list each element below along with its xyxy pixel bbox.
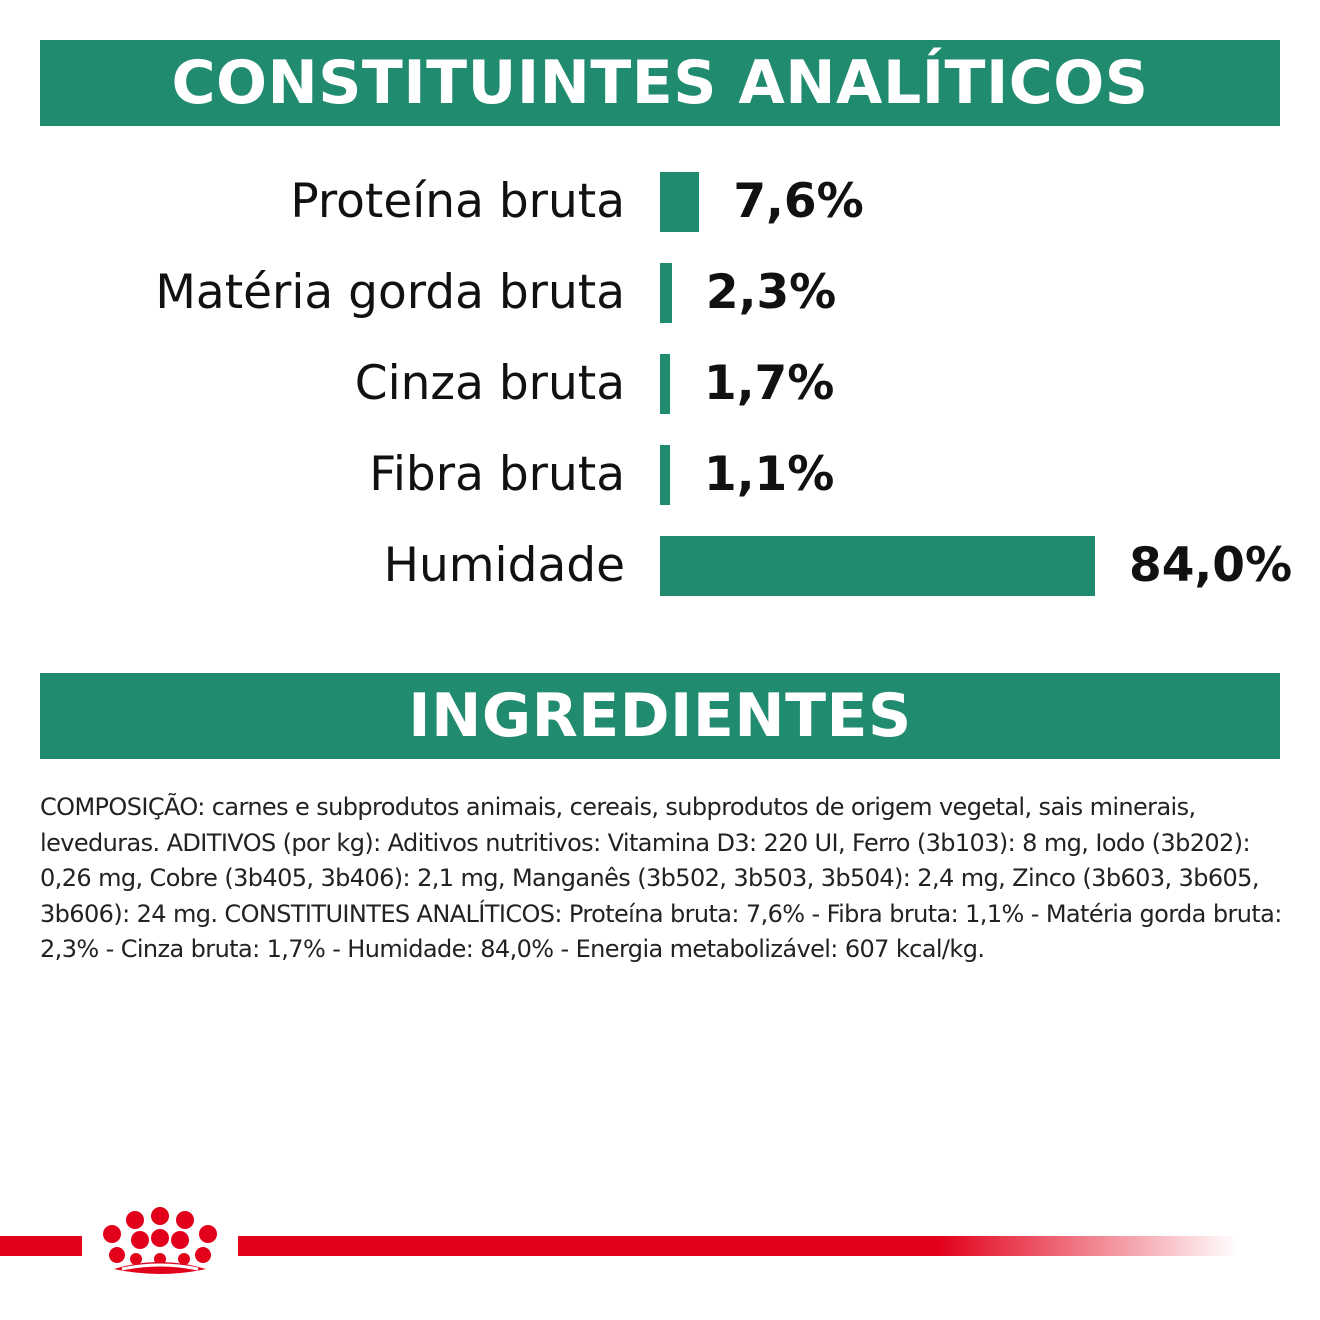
bar-value-label: 1,1% bbox=[704, 447, 835, 502]
footer-red-line-left bbox=[0, 1236, 82, 1256]
footer-red-line-right bbox=[238, 1236, 1238, 1256]
bar-label: Cinza bruta bbox=[354, 356, 625, 411]
bar-value-label: 1,7% bbox=[704, 356, 835, 411]
bar bbox=[660, 536, 1095, 596]
royal-crown-icon bbox=[103, 1207, 217, 1274]
bar-value-label: 84,0% bbox=[1129, 538, 1293, 593]
ingredients-header: INGREDIENTES bbox=[40, 673, 1280, 759]
bar bbox=[660, 172, 700, 232]
bar-label: Fibra bruta bbox=[369, 447, 625, 502]
bar-label: Humidade bbox=[383, 538, 625, 593]
nutrient-bar-chart: Proteína bruta 7,6% Matéria gorda bruta 2,3… bbox=[0, 150, 1320, 620]
bar bbox=[660, 354, 670, 414]
bar-value-label: 7,6% bbox=[733, 174, 864, 229]
composition-text: COMPOSIÇÃO: carnes e subprodutos animais… bbox=[40, 793, 1282, 963]
bar bbox=[660, 263, 672, 323]
bar bbox=[660, 445, 670, 505]
bar-value-label: 2,3% bbox=[705, 265, 837, 320]
bar-label: Proteína bruta bbox=[290, 174, 625, 229]
bar-label: Matéria gorda bruta bbox=[155, 265, 625, 320]
analytical-constituents-header: CONSTITUINTES ANALÍTICOS bbox=[40, 40, 1280, 126]
